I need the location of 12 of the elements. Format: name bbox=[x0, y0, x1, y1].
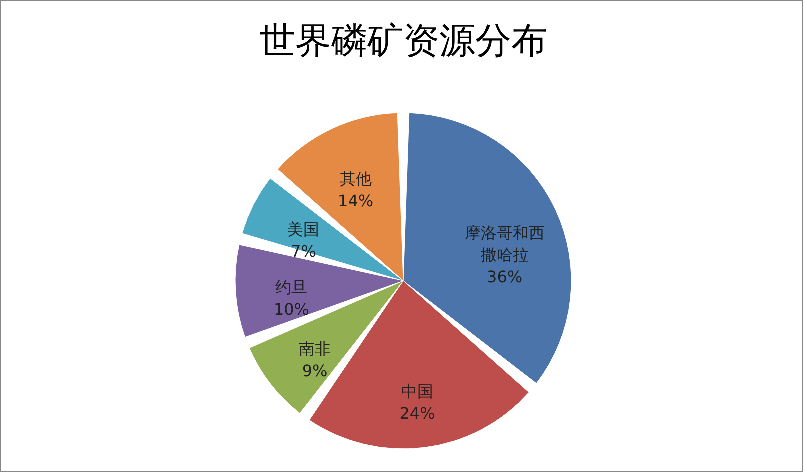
data-label: 14% bbox=[338, 192, 374, 211]
chart-title: 世界磷矿资源分布 bbox=[260, 21, 548, 62]
data-label: 24% bbox=[400, 404, 436, 424]
slice-label: 其他 bbox=[340, 170, 372, 189]
slice-label: 中国 bbox=[402, 382, 434, 402]
slice-label: 美国 bbox=[288, 220, 320, 240]
data-label: 9% bbox=[302, 362, 328, 381]
data-label: 10% bbox=[274, 300, 310, 320]
slice-label: 南非 bbox=[299, 340, 332, 359]
slice-label: 摩洛哥和西撒哈拉 bbox=[464, 223, 545, 264]
data-label: 36% bbox=[487, 267, 523, 286]
slice-label: 约旦 bbox=[276, 278, 308, 298]
